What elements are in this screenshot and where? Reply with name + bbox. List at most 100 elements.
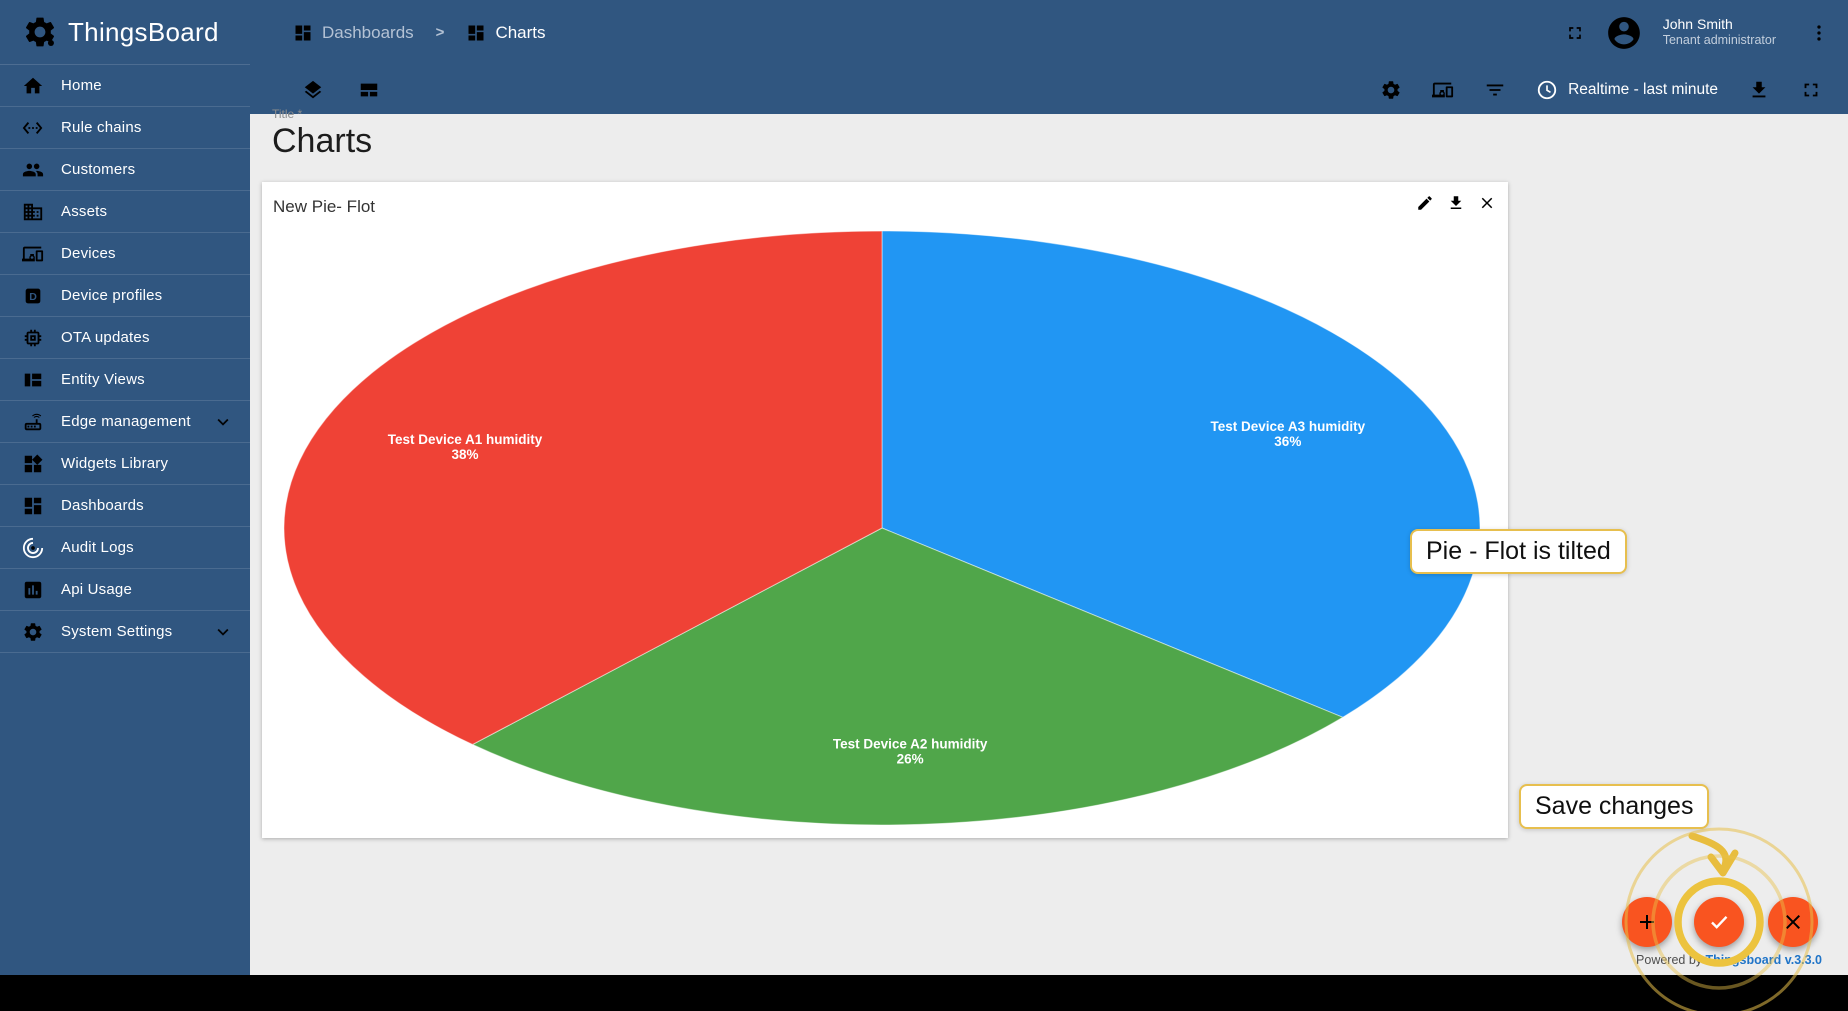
user-menu-button[interactable] [1808, 22, 1830, 44]
chevron-down-icon [212, 621, 234, 643]
clock-icon [1536, 79, 1558, 101]
toolbar-right-actions: Realtime - last minute [1380, 79, 1848, 101]
dashboard-layout-button[interactable] [358, 79, 380, 101]
fullscreen-icon [1565, 23, 1585, 43]
pie-slice-label: Test Device A2 humidity 26% [833, 736, 988, 766]
version-link[interactable]: Thingsboard v.3.3.0 [1705, 953, 1822, 967]
sidebar-nav: Home Rule chains Customers Assets Device… [0, 64, 250, 653]
dashboards-icon [466, 23, 486, 43]
pie-widget-card: New Pie- Flot Test Device A3 humidity 36%… [262, 182, 1508, 838]
sidebar-item-assets[interactable]: Assets [0, 191, 250, 233]
chevron-down-icon [212, 411, 234, 433]
widgets-library-icon [22, 453, 44, 475]
sidebar-item-ota-updates[interactable]: OTA updates [0, 317, 250, 359]
page-title: Charts [272, 122, 373, 160]
widget-actions [1416, 194, 1496, 212]
powered-by-text: Powered by [1636, 953, 1703, 967]
add-widget-fab[interactable] [1622, 897, 1672, 947]
devices-icon [22, 243, 44, 265]
fullscreen-icon [1800, 79, 1822, 101]
dashboard-title-field[interactable]: Title * Charts [272, 107, 372, 161]
assets-icon [22, 201, 44, 223]
layers-icon [302, 79, 324, 101]
toolbar-left-actions [250, 79, 380, 101]
sidebar-item-customers[interactable]: Customers [0, 149, 250, 191]
widget-title: New Pie- Flot [273, 197, 376, 216]
breadcrumb: Dashboards > Charts [250, 23, 546, 43]
plus-icon [1635, 910, 1659, 934]
entity-aliases-button[interactable] [1432, 79, 1454, 101]
close-icon [1478, 194, 1496, 212]
sidebar-item-dashboards[interactable]: Dashboards [0, 485, 250, 527]
breadcrumb-separator: > [435, 24, 445, 41]
pie-slice-label: Test Device A1 humidity 38% [388, 432, 543, 462]
user-avatar[interactable] [1605, 14, 1643, 52]
device-profiles-icon [22, 285, 44, 307]
top-header-bar: Dashboards > Charts John Smith Tenant ad… [250, 0, 1848, 65]
sidebar-item-widgets-library[interactable]: Widgets Library [0, 443, 250, 485]
more-vert-icon [1808, 22, 1830, 44]
header-fullscreen-button[interactable] [1565, 23, 1585, 43]
filters-button[interactable] [1484, 79, 1506, 101]
thingsboard-logo[interactable]: ThingsBoard [0, 0, 250, 64]
dashboard-settings-button[interactable] [1380, 79, 1402, 101]
sidebar-item-device-profiles[interactable]: Device profiles [0, 275, 250, 317]
user-name: John Smith [1662, 15, 1733, 32]
export-dashboard-button[interactable] [1748, 79, 1770, 101]
save-dashboard-fab[interactable] [1694, 897, 1744, 947]
timewindow-button[interactable]: Realtime - last minute [1536, 79, 1718, 101]
system-settings-icon [22, 621, 44, 643]
timewindow-label: Realtime - last minute [1568, 80, 1718, 98]
screen-bottom-bar [0, 975, 1848, 1011]
settings-icon [1380, 79, 1402, 101]
pie-slice-label: Test Device A3 humidity 36% [1211, 419, 1366, 449]
breadcrumb-charts[interactable]: Charts [466, 23, 546, 43]
user-info: John Smith Tenant administrator [1663, 16, 1776, 49]
layers-button[interactable] [302, 79, 324, 101]
sidebar-item-rule-chains[interactable]: Rule chains [0, 107, 250, 149]
annotation-save-note: Save changes [1519, 784, 1710, 829]
sidebar-item-entity-views[interactable]: Entity Views [0, 359, 250, 401]
dashboard-toolbar: Realtime - last minute [250, 65, 1848, 114]
home-icon [22, 75, 44, 97]
user-role: Tenant administrator [1662, 33, 1776, 48]
toolbar-fullscreen-button[interactable] [1800, 79, 1822, 101]
dashboards-icon [293, 23, 313, 43]
sidebar-item-api-usage[interactable]: Api Usage [0, 569, 250, 611]
entity-views-icon [22, 369, 44, 391]
api-usage-icon [22, 579, 44, 601]
check-icon [1707, 910, 1731, 934]
pie-chart: Test Device A3 humidity 36% Test Device A2… [283, 230, 1481, 826]
download-icon [1447, 194, 1465, 212]
pie-slice[interactable] [471, 527, 1344, 826]
pie-slice[interactable] [881, 230, 1481, 718]
rule-chains-icon [22, 117, 44, 139]
widget-edit-button[interactable] [1416, 194, 1434, 212]
powered-by: Powered by Thingsboard v.3.3.0 [1636, 953, 1822, 967]
widget-remove-button[interactable] [1478, 194, 1496, 212]
edit-icon [1416, 194, 1434, 212]
sidebar-item-edge-management[interactable]: Edge management [0, 401, 250, 443]
cancel-edit-fab[interactable] [1768, 897, 1818, 947]
sidebar-item-system-settings[interactable]: System Settings [0, 611, 250, 653]
pie-slice[interactable] [283, 230, 883, 746]
thingsboard-gear-icon [22, 14, 58, 50]
edge-management-icon [22, 411, 44, 433]
dashboards-icon [22, 495, 44, 517]
audit-logs-icon [22, 537, 44, 559]
sidebar: ThingsBoard Home Rule chains Customers A… [0, 0, 250, 975]
sidebar-item-devices[interactable]: Devices [0, 233, 250, 275]
sidebar-item-audit-logs[interactable]: Audit Logs [0, 527, 250, 569]
customers-icon [22, 159, 44, 181]
close-icon [1781, 910, 1805, 934]
account-circle-icon [1605, 14, 1643, 52]
breadcrumb-dashboards[interactable]: Dashboards [293, 23, 414, 43]
header-actions: John Smith Tenant administrator [1565, 14, 1848, 52]
widget-export-button[interactable] [1447, 194, 1465, 212]
sidebar-item-home[interactable]: Home [0, 65, 250, 107]
download-icon [1748, 79, 1770, 101]
filter-icon [1484, 79, 1506, 101]
app-title: ThingsBoard [68, 16, 219, 47]
title-field-label: Title * [272, 107, 303, 121]
